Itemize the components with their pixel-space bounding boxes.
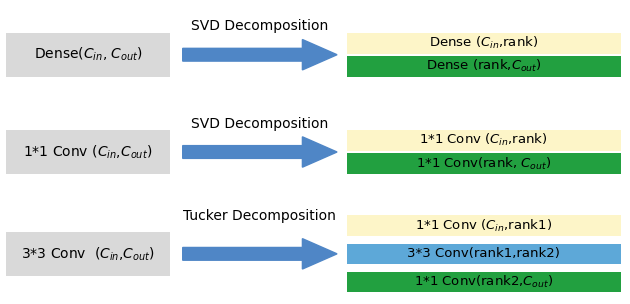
FancyBboxPatch shape bbox=[346, 215, 621, 236]
FancyBboxPatch shape bbox=[346, 33, 621, 54]
Polygon shape bbox=[183, 40, 337, 70]
FancyBboxPatch shape bbox=[346, 56, 621, 77]
FancyBboxPatch shape bbox=[6, 33, 170, 77]
FancyBboxPatch shape bbox=[346, 153, 621, 174]
FancyBboxPatch shape bbox=[6, 232, 170, 276]
Text: 1*1 Conv(rank, $C_{out}$): 1*1 Conv(rank, $C_{out}$) bbox=[416, 156, 551, 171]
FancyBboxPatch shape bbox=[346, 244, 621, 264]
Text: 3*3 Conv(rank1,rank2): 3*3 Conv(rank1,rank2) bbox=[407, 247, 560, 260]
Polygon shape bbox=[183, 239, 337, 269]
Text: Dense (rank,$C_{out}$): Dense (rank,$C_{out}$) bbox=[426, 58, 541, 74]
Text: SVD Decomposition: SVD Decomposition bbox=[192, 117, 328, 131]
Text: Dense($C_{in}$, $C_{out}$): Dense($C_{in}$, $C_{out}$) bbox=[33, 46, 143, 64]
FancyBboxPatch shape bbox=[346, 272, 621, 292]
Text: Tucker Decomposition: Tucker Decomposition bbox=[183, 209, 336, 223]
Text: Dense ($C_{in}$,rank): Dense ($C_{in}$,rank) bbox=[429, 35, 538, 51]
FancyBboxPatch shape bbox=[6, 130, 170, 174]
Text: 3*3 Conv  ($C_{in}$,$C_{out}$): 3*3 Conv ($C_{in}$,$C_{out}$) bbox=[21, 245, 155, 263]
Text: 1*1 Conv ($C_{in}$,rank1): 1*1 Conv ($C_{in}$,rank1) bbox=[415, 218, 552, 233]
Text: SVD Decomposition: SVD Decomposition bbox=[192, 19, 328, 33]
Polygon shape bbox=[183, 137, 337, 167]
Text: 1*1 Conv ($C_{in}$,rank): 1*1 Conv ($C_{in}$,rank) bbox=[419, 133, 548, 148]
Text: 1*1 Conv ($C_{in}$,$C_{out}$): 1*1 Conv ($C_{in}$,$C_{out}$) bbox=[23, 143, 153, 161]
FancyBboxPatch shape bbox=[346, 130, 621, 151]
Text: 1*1 Conv(rank2,$C_{out}$): 1*1 Conv(rank2,$C_{out}$) bbox=[414, 274, 553, 290]
